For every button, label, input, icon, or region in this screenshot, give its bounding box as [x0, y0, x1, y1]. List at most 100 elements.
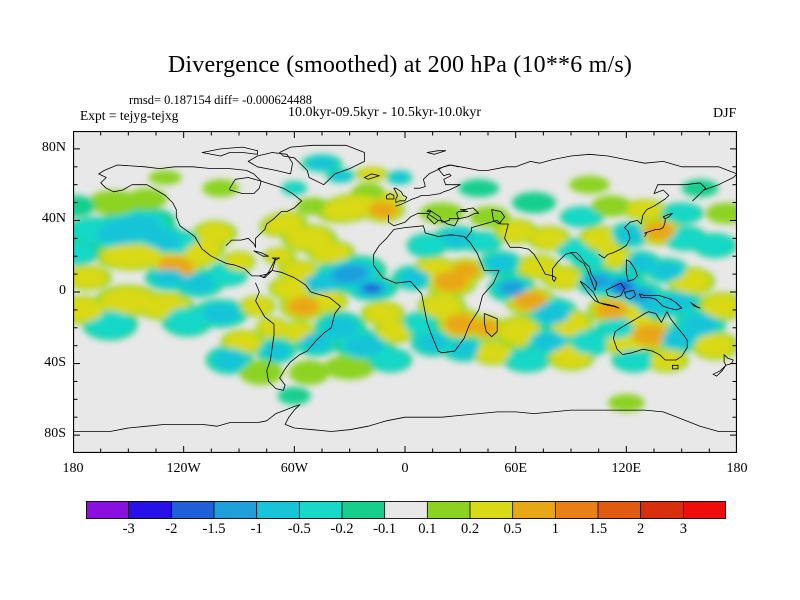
contour-blob — [512, 191, 557, 214]
colorbar-tick-label: 3 — [679, 521, 687, 537]
coastline-path — [483, 313, 498, 338]
y-tick-label: 40S — [44, 354, 66, 370]
colorbar-swatch — [86, 501, 130, 519]
coastline-path — [393, 187, 408, 203]
coastline-path — [253, 250, 269, 257]
x-tick-label: 180 — [726, 461, 748, 476]
colorbar-tick-label: 1.5 — [588, 521, 608, 537]
coastline-path — [413, 164, 459, 189]
contour-blob — [410, 235, 444, 256]
coastline-path — [638, 293, 683, 311]
contour-blob — [288, 360, 330, 385]
coastline-path — [624, 289, 636, 300]
contour-blob — [322, 195, 377, 221]
contour-blob — [563, 208, 601, 226]
contour-blob — [705, 202, 737, 224]
colorbar-swatch — [512, 501, 556, 519]
contour-blob — [519, 256, 557, 278]
contour-blob — [287, 296, 320, 316]
colorbar-swatches — [86, 501, 726, 519]
coastline-path — [552, 275, 557, 282]
coastline-path — [229, 177, 262, 194]
colorbar-tick-label: -2 — [165, 521, 178, 537]
contour-blob — [449, 340, 479, 358]
coastline-path — [644, 232, 647, 237]
contour-blob — [444, 313, 477, 335]
contour-blob — [530, 227, 568, 249]
contour-blob — [214, 350, 246, 370]
contour-blob — [695, 333, 735, 358]
contour-blob — [615, 349, 653, 371]
coastline-path — [644, 212, 673, 234]
coastline-path — [395, 153, 737, 207]
contour-blob — [499, 318, 540, 345]
contour-blob — [277, 386, 311, 405]
contour-blob — [475, 342, 512, 364]
contour-blob — [571, 330, 608, 354]
contour-blob — [73, 267, 108, 289]
contour-blob — [627, 255, 655, 272]
x-tick-label: 120E — [611, 461, 642, 476]
season-label: DJF — [713, 106, 737, 121]
colorbar-tick-label: -3 — [122, 521, 135, 537]
colorbar-swatch — [214, 501, 258, 519]
colorbar-swatch — [299, 501, 343, 519]
coastline-path — [426, 150, 446, 155]
colorbar-swatch — [598, 501, 642, 519]
contour-blob — [399, 269, 429, 286]
contour-blob — [418, 332, 448, 352]
contour-blob — [272, 278, 309, 299]
colorbar-swatch — [427, 501, 471, 519]
y-tick-label: 80S — [44, 426, 66, 442]
contour-blob — [632, 324, 669, 346]
contour-blob — [681, 179, 719, 198]
coastline-path — [279, 144, 365, 186]
contour-blob — [440, 230, 473, 247]
colorbar-tick-label: 2 — [637, 521, 645, 537]
contour-blob — [153, 269, 185, 286]
contour-blob — [148, 170, 182, 185]
colorbar-swatch — [683, 501, 726, 519]
contour-blob — [582, 227, 619, 249]
coastline-path — [271, 257, 280, 261]
contour-blob — [377, 321, 411, 342]
contour-blob — [662, 329, 694, 348]
contour-blob — [73, 298, 104, 322]
contour-blob — [323, 354, 376, 380]
colorbar-tick-label: -1 — [250, 521, 263, 537]
coastline-path — [712, 364, 727, 377]
contour-blob — [101, 244, 163, 269]
contour-blob — [181, 273, 216, 293]
contour-blob — [626, 200, 664, 219]
contour-blob — [265, 248, 294, 264]
contour-blob — [242, 297, 273, 316]
contour-blob — [629, 288, 653, 303]
coastline-path — [613, 311, 688, 361]
contour-blob — [311, 242, 352, 263]
contour-blob — [391, 172, 408, 183]
colorbar-swatch — [128, 501, 172, 519]
colorbar-tick-label: -0.5 — [287, 521, 311, 537]
period-label: 10.0kyr-09.5kyr - 10.5kyr-10.0kyr — [288, 105, 482, 120]
y-tick-label: 0 — [59, 283, 66, 298]
contour-blob — [202, 304, 239, 323]
colorbar-tick-label: -0.2 — [330, 521, 354, 537]
contour-blob — [263, 213, 303, 235]
contour-blob — [652, 262, 682, 279]
map-plot-area — [73, 131, 737, 453]
contour-blob — [667, 227, 704, 249]
coastline-path — [247, 152, 293, 175]
rmsd-stat-label: rmsd= 0.187154 diff= -0.000624488 — [129, 93, 312, 107]
contour-blob — [513, 291, 548, 311]
contour-blob — [142, 226, 181, 250]
x-tick-label: 60W — [280, 461, 308, 476]
contour-blob — [404, 313, 436, 335]
coastline-path — [690, 302, 701, 309]
colorbar-tick-label: 1 — [551, 521, 559, 537]
coastline-path — [465, 220, 598, 291]
contour-blob — [497, 220, 535, 242]
contour-blob — [465, 233, 500, 251]
contour-blob — [73, 242, 96, 263]
contour-blob — [591, 195, 632, 217]
